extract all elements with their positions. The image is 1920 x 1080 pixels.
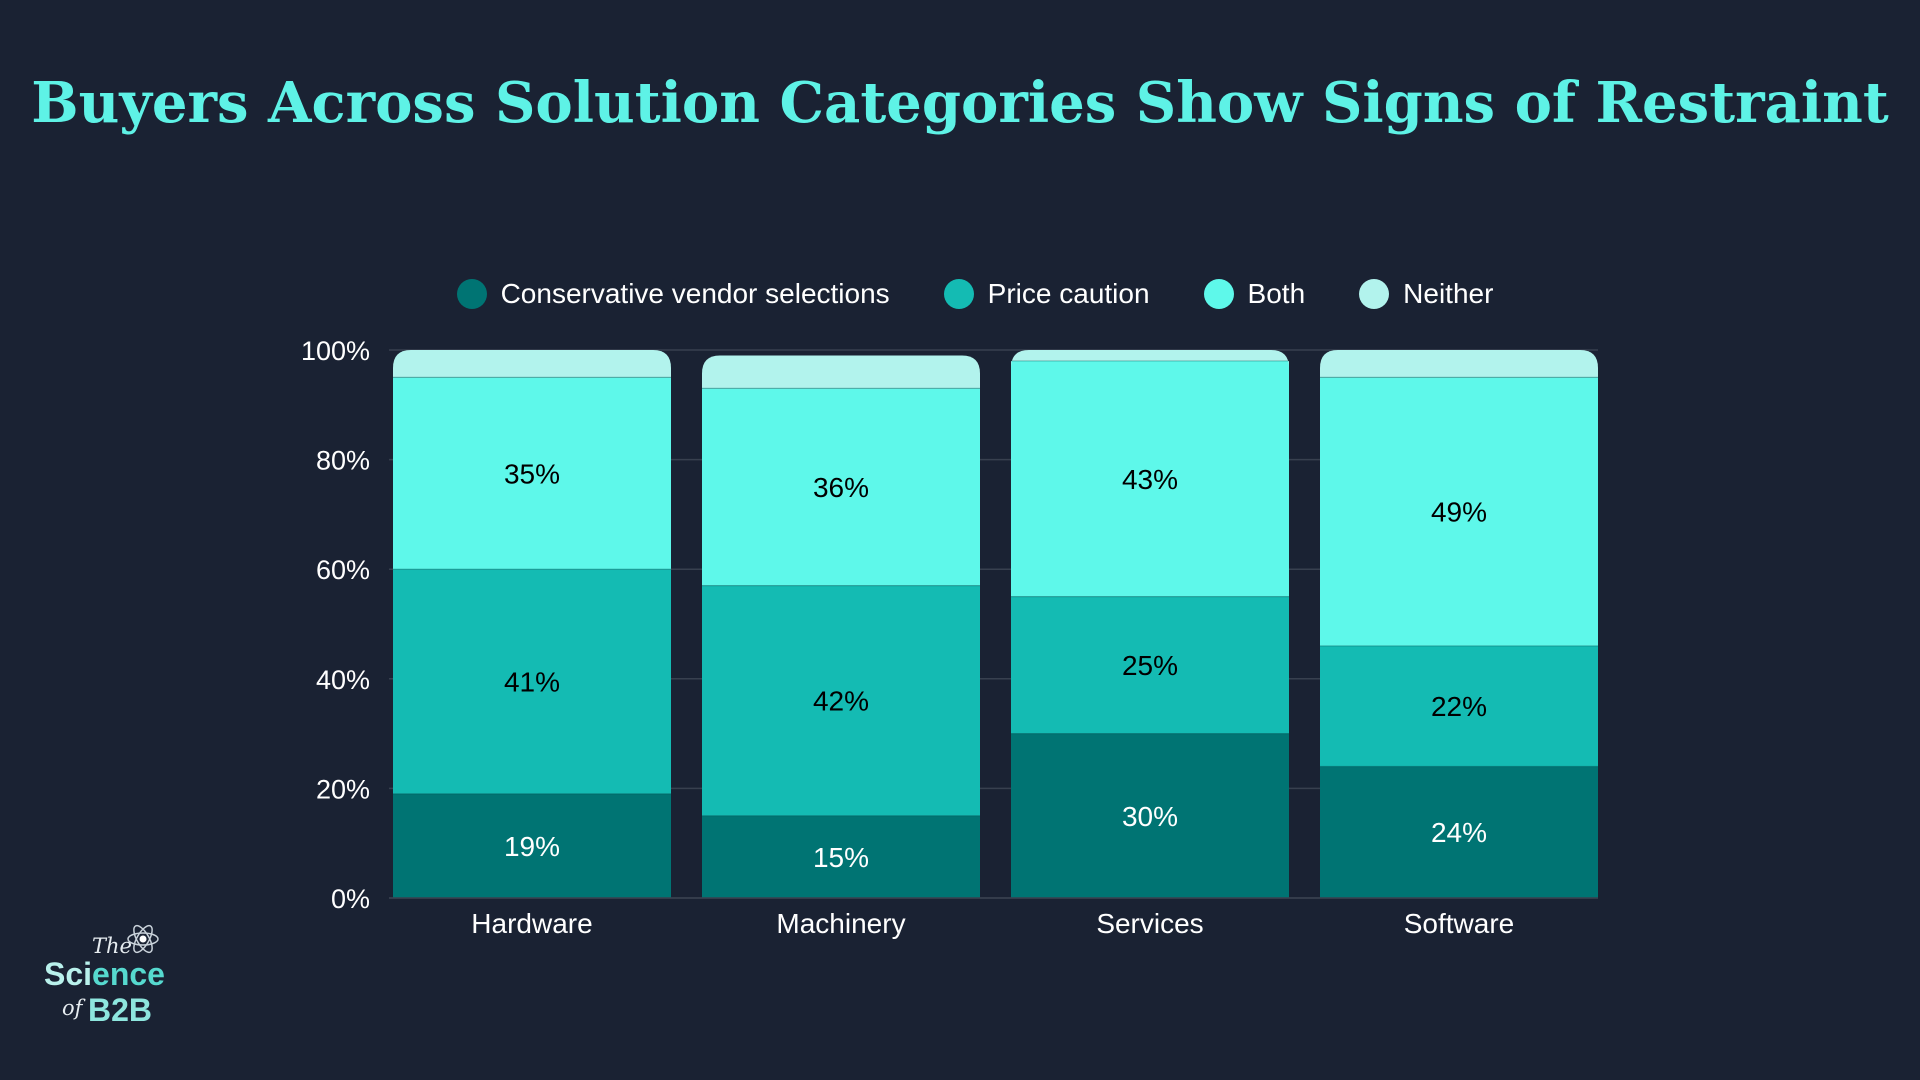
y-tick-label: 40%: [316, 665, 370, 695]
bar-segment: [1320, 377, 1598, 646]
x-category-label: Software: [1404, 908, 1515, 939]
y-tick-label: 20%: [316, 774, 370, 804]
bar-segment: [1320, 350, 1598, 378]
logo-science-b: ence: [92, 956, 165, 992]
legend-swatch-icon: [456, 279, 487, 309]
data-label: 42%: [813, 686, 869, 717]
data-label: 15%: [813, 842, 869, 873]
legend-item-neither: Neither: [1359, 278, 1493, 310]
logo-the: The: [92, 934, 132, 958]
legend-swatch-icon: [1359, 279, 1390, 309]
y-tick-label: 80%: [316, 446, 370, 476]
atom-icon: [127, 924, 159, 954]
x-category-label: Hardware: [471, 908, 592, 939]
legend-label: Both: [1247, 278, 1306, 309]
bar-segment: [393, 793, 671, 898]
bar-segment: [1320, 645, 1598, 767]
legend-item-conservative: Conservative vendor selections: [456, 278, 890, 310]
bar-segment: [1011, 733, 1289, 898]
bar-segment: [702, 388, 980, 586]
science-of-b2b-logo: The Science of B2B: [44, 922, 184, 1032]
y-tick-label: 100%: [301, 336, 370, 366]
bar-segment: [393, 350, 671, 378]
legend-label: Neither: [1403, 278, 1494, 309]
data-label: 30%: [1122, 801, 1178, 832]
bar-segment: [702, 355, 980, 389]
x-category-label: Machinery: [776, 908, 905, 939]
legend-swatch-icon: [943, 279, 974, 309]
data-label: 35%: [504, 458, 560, 489]
bar-segment: [1011, 360, 1289, 597]
bar-segment: [393, 377, 671, 570]
logo-science-a: Sci: [44, 956, 93, 992]
bar-segment: [702, 585, 980, 816]
bar-segment: [1011, 350, 1289, 368]
legend: Conservative vendor selections Price cau…: [0, 278, 1920, 310]
bar-segment: [1011, 596, 1289, 734]
legend-item-both: Both: [1203, 278, 1306, 310]
bar-segment: [1320, 766, 1598, 898]
data-label: 25%: [1122, 650, 1178, 681]
data-label: 36%: [813, 472, 869, 503]
bar-segment: [393, 569, 671, 794]
x-category-label: Services: [1096, 908, 1203, 939]
data-label: 22%: [1431, 691, 1487, 722]
data-label: 19%: [504, 831, 560, 862]
y-tick-label: 60%: [316, 555, 370, 585]
legend-label: Conservative vendor selections: [500, 278, 890, 309]
data-label: 41%: [504, 667, 560, 698]
legend-label: Price caution: [987, 278, 1150, 309]
legend-swatch-icon: [1203, 279, 1234, 309]
logo-of: of: [62, 996, 83, 1020]
data-label: 49%: [1431, 497, 1487, 528]
bar-segment: [702, 815, 980, 898]
chart-title: Buyers Across Solution Categories Show S…: [31, 70, 1889, 136]
logo-science: Science: [44, 956, 165, 993]
data-label: 24%: [1431, 817, 1487, 848]
y-tick-label: 0%: [331, 884, 370, 914]
logo-b2b: B2B: [88, 992, 153, 1028]
data-label: 43%: [1122, 464, 1178, 495]
legend-item-price-caution: Price caution: [943, 278, 1150, 310]
